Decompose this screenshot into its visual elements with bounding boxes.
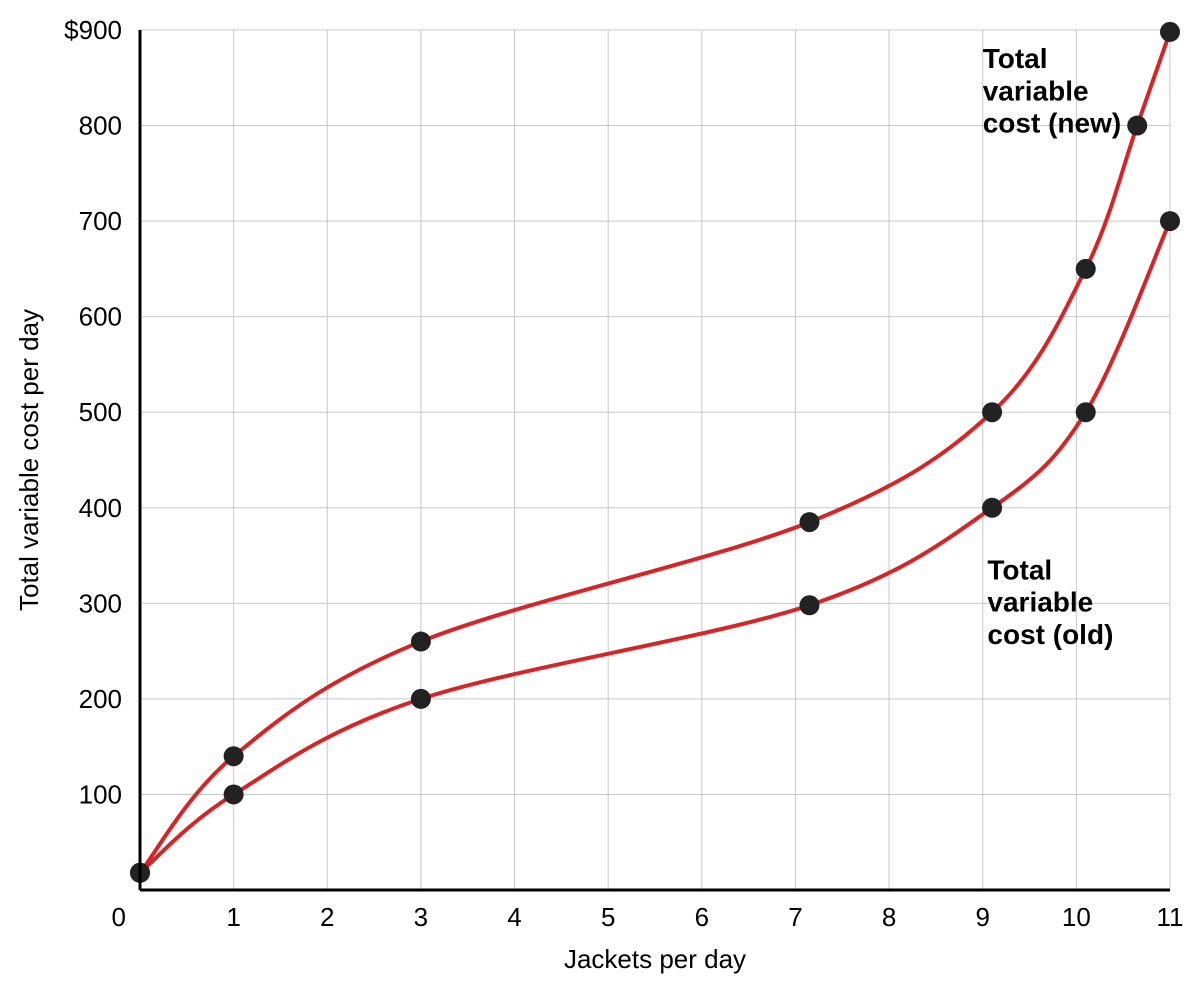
data-marker xyxy=(224,784,244,804)
data-marker xyxy=(1160,22,1180,42)
data-marker xyxy=(1076,402,1096,422)
data-marker xyxy=(1160,211,1180,231)
x-tick-label: 4 xyxy=(507,902,521,932)
x-tick-label: 5 xyxy=(601,902,615,932)
data-marker xyxy=(982,498,1002,518)
y-tick-label: 500 xyxy=(79,397,122,427)
data-marker xyxy=(982,402,1002,422)
chart-svg: 0 1 2 3 4 5 6 7 8 9 10 11 100 200 300 400 500 600 700 800 $9… xyxy=(0,0,1202,983)
x-tick-label: 7 xyxy=(788,902,802,932)
y-tick-label: 100 xyxy=(79,779,122,809)
y-tick-label: 600 xyxy=(79,302,122,332)
y-tick-label: 200 xyxy=(79,684,122,714)
data-marker xyxy=(411,632,431,652)
x-tick-label: 3 xyxy=(414,902,428,932)
y-tick-label: 700 xyxy=(79,206,122,236)
x-tick-label: 2 xyxy=(320,902,334,932)
data-marker xyxy=(411,689,431,709)
y-axis-label: Total variable cost per day xyxy=(14,309,44,611)
x-tick-label: 0 xyxy=(112,902,126,932)
y-tick-label: 800 xyxy=(79,111,122,141)
x-tick-label: 8 xyxy=(882,902,896,932)
x-tick-label: 11 xyxy=(1157,902,1184,932)
x-axis-label: Jackets per day xyxy=(564,944,746,974)
data-marker xyxy=(800,512,820,532)
y-tick-label: 300 xyxy=(79,588,122,618)
x-tick-label: 10 xyxy=(1062,902,1091,932)
data-marker xyxy=(800,595,820,615)
x-tick-label: 1 xyxy=(226,902,240,932)
y-tick-label: $900 xyxy=(64,15,122,45)
x-tick-label: 6 xyxy=(695,902,709,932)
x-tick-label: 9 xyxy=(975,902,989,932)
cost-chart: 0 1 2 3 4 5 6 7 8 9 10 11 100 200 300 400 500 600 700 800 $9… xyxy=(0,0,1202,983)
data-marker xyxy=(1076,259,1096,279)
data-marker xyxy=(1127,116,1147,136)
data-marker xyxy=(224,746,244,766)
y-tick-label: 400 xyxy=(79,493,122,523)
